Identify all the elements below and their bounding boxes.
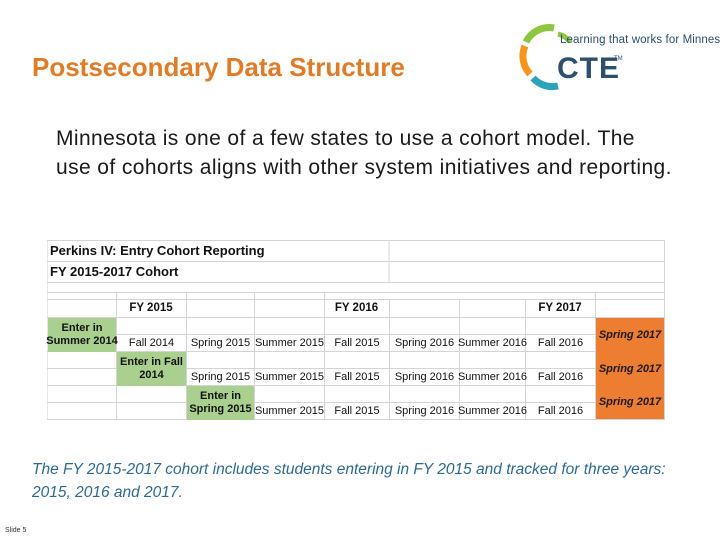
final-term-cell: Spring 2017	[596, 352, 664, 386]
caption-text: The FY 2015-2017 cohort includes student…	[32, 461, 666, 501]
entry-label-line2: Summer 2014	[46, 335, 118, 347]
slide-number: Slide 5	[5, 527, 27, 534]
entry-label-line1: Enter in Fall	[120, 356, 183, 368]
final-term-cell: Spring 2017	[596, 386, 664, 419]
table-subtitle: FY 2015-2017 Cohort	[50, 264, 179, 279]
term-cell: Summer 2016	[457, 404, 528, 417]
term-cell: Fall 2016	[537, 404, 584, 417]
entry-label-line2: Spring 2015	[189, 403, 252, 415]
term-cell: Spring 2016	[394, 337, 455, 349]
slide-title: Postsecondary Data Structure	[32, 52, 405, 82]
term-cell: Fall 2015	[334, 371, 380, 383]
fy-2016-header: FY 2016	[334, 302, 379, 314]
logo-wordmark: CTE	[557, 52, 620, 85]
term-cell: Fall 2015	[334, 404, 380, 417]
term-cell: Summer 2015	[254, 371, 325, 383]
cohort-table: Perkins IV: Entry Cohort Reporting FY 20…	[46, 240, 665, 420]
fy-2015-header: FY 2015	[129, 302, 173, 314]
entry-label-line1: Enter in	[200, 390, 241, 402]
term-cell: Fall 2015	[334, 337, 380, 349]
term-cell: Spring 2016	[394, 371, 455, 383]
term-cell: Fall 2016	[537, 371, 584, 383]
logo-trademark: TM	[614, 56, 623, 62]
term-cell: Summer 2015	[254, 404, 325, 417]
intro-text: Minnesota is one of a few states to use …	[56, 127, 672, 179]
term-cell: Spring 2016	[394, 404, 455, 417]
cohort-entry-row-1: Enter in Summer 2014	[46, 318, 118, 352]
final-term-cell: Spring 2017	[596, 318, 664, 352]
fy-2017-header: FY 2017	[538, 302, 582, 314]
term-cell: Summer 2016	[457, 371, 528, 383]
term-cell: Fall 2016	[537, 337, 584, 349]
cohort-entry-row-2: Enter in Fall 2014	[117, 352, 186, 386]
entry-label-line2: 2014	[139, 369, 164, 381]
term-cell: Summer 2016	[457, 337, 528, 349]
cte-logo: Learning that works for Minnesota CTE TM	[518, 18, 720, 96]
term-cell: Spring 2015	[190, 371, 251, 383]
cte-logo-swirl-icon	[519, 24, 573, 91]
term-cell: Fall 2014	[128, 337, 175, 349]
entry-label-line1: Enter in	[61, 322, 103, 334]
term-cell: Summer 2015	[254, 337, 325, 349]
cohort-entry-row-3: Enter in Spring 2015	[187, 386, 254, 420]
logo-tagline: Learning that works for Minnesota	[560, 34, 720, 46]
table-gridlines	[47, 240, 665, 420]
term-cell: Spring 2015	[190, 337, 251, 349]
table-title: Perkins IV: Entry Cohort Reporting	[50, 243, 265, 258]
